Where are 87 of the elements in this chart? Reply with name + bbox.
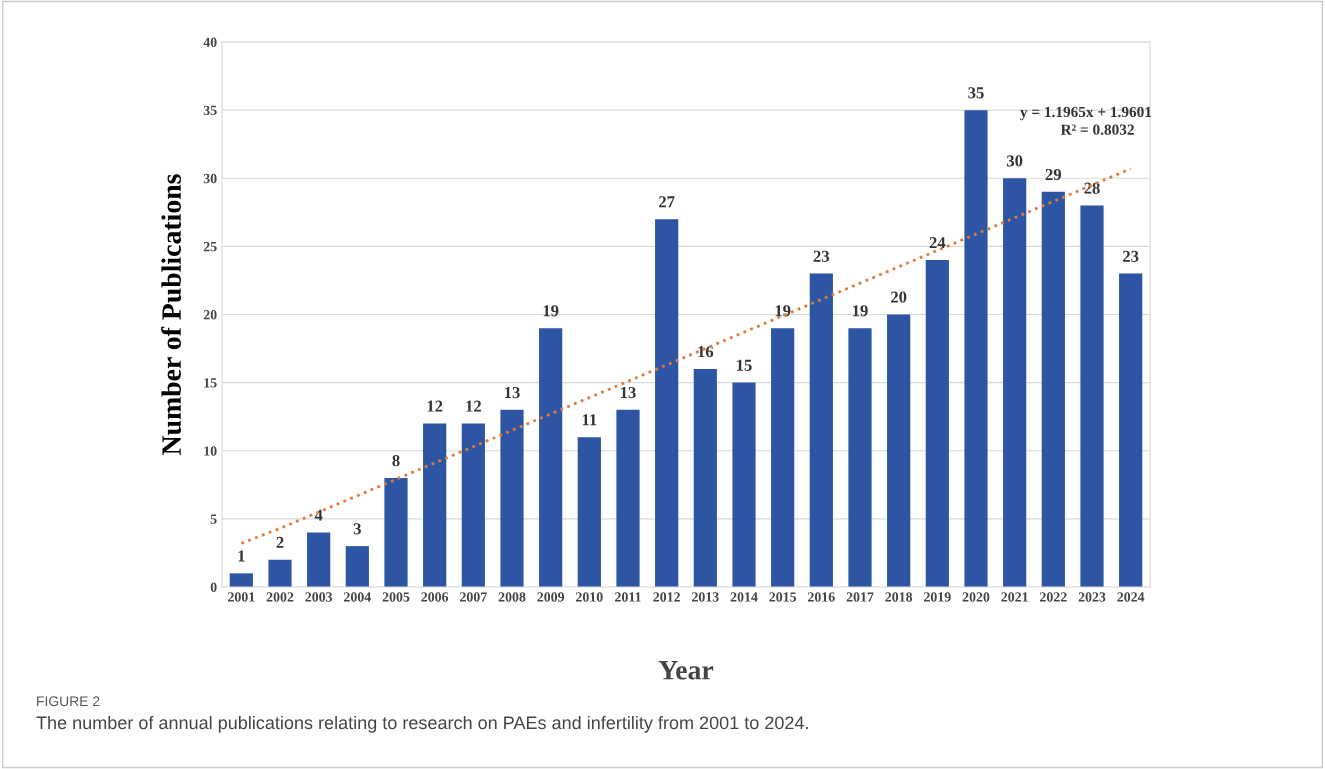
bar (229, 573, 253, 587)
data-label: 23 (813, 250, 830, 262)
x-tick-label: 2003 (305, 592, 333, 602)
y-tick-label: 35 (203, 105, 217, 116)
x-tick-label: 2009 (537, 592, 565, 602)
x-tick-label: 2014 (730, 592, 758, 602)
bar (771, 328, 795, 587)
bar (423, 423, 447, 587)
data-label: 29 (1045, 168, 1062, 181)
bar (539, 328, 563, 587)
x-tick-label: 2004 (344, 592, 371, 602)
bar (500, 409, 524, 587)
x-tick-label: 2016 (808, 592, 835, 602)
bar (1003, 178, 1027, 587)
bar (616, 409, 640, 587)
x-tick-label: 2020 (962, 592, 990, 602)
data-label: 15 (737, 359, 752, 371)
x-tick-label: 2011 (615, 592, 641, 602)
bar (384, 478, 408, 587)
bar (732, 382, 756, 587)
data-label: 12 (427, 400, 443, 412)
bar (268, 559, 292, 587)
annotation: y = 1.1965x + 1.9601 (1020, 106, 1152, 121)
y-tick-label: 20 (203, 310, 217, 320)
x-tick-label: 2023 (1078, 592, 1106, 602)
data-label: 8 (392, 455, 400, 467)
x-tick-label: 2008 (498, 592, 526, 602)
data-label: 30 (1006, 155, 1023, 167)
x-tick-label: 2022 (1040, 592, 1067, 602)
bar (307, 532, 331, 587)
bar (461, 423, 485, 587)
data-label: 13 (505, 386, 520, 399)
data-label: 4 (314, 509, 323, 521)
data-label: 1 (238, 550, 245, 562)
x-tick-label: 2019 (924, 592, 951, 602)
bar (925, 260, 949, 587)
y-tick-label: 25 (203, 242, 217, 252)
x-tick-label: 2012 (653, 592, 680, 602)
y-tick-label: 15 (204, 378, 217, 388)
data-label: 19 (853, 305, 868, 317)
text: The number of annual publications relating to research on PAEs and infertility from 2001 to 2024. (36, 715, 808, 733)
data-label: 3 (353, 523, 361, 535)
bar (1119, 273, 1143, 587)
data-label: 13 (621, 386, 636, 399)
x-tick-label: 2006 (421, 592, 449, 602)
data-label: 28 (1084, 182, 1100, 194)
x-tick-label: 2021 (1001, 592, 1028, 602)
y-tick-label: 10 (204, 446, 217, 456)
x-tick-label: 2013 (692, 592, 719, 602)
data-label: 11 (582, 414, 597, 426)
x-axis-title: Year (658, 661, 714, 680)
bar (1080, 205, 1104, 587)
annotation: R² = 0.8032 (1060, 124, 1134, 135)
x-tick-label: 2015 (769, 592, 797, 602)
data-label: 20 (891, 291, 907, 303)
y-tick-label: 30 (203, 173, 217, 184)
data-label: 24 (929, 237, 946, 249)
bar (577, 437, 601, 587)
data-label: 27 (659, 196, 675, 208)
y-tick-label: 40 (203, 37, 217, 47)
data-label: 2 (276, 536, 284, 548)
bar (964, 110, 988, 587)
x-tick-label: 2017 (846, 592, 874, 602)
x-tick-label: 2007 (460, 592, 487, 602)
data-label: 12 (466, 400, 481, 412)
data-label: 35 (968, 87, 984, 99)
data-label: 19 (775, 305, 791, 317)
x-tick-label: 2024 (1117, 592, 1145, 602)
data-label: 16 (698, 346, 714, 358)
x-tick-label: 2002 (266, 592, 294, 602)
x-tick-label: 2001 (228, 592, 255, 602)
x-tick-label: 2018 (885, 592, 913, 602)
bar (887, 314, 911, 587)
data-label: 23 (1123, 250, 1139, 262)
y-axis-title: Number of Publications (161, 174, 182, 455)
x-tick-label: 2010 (576, 592, 603, 602)
data-label: 19 (543, 305, 559, 317)
x-tick-label: 2005 (382, 592, 410, 602)
bar (848, 328, 872, 587)
bar (345, 546, 369, 587)
caption: FIGURE 2 (37, 696, 100, 707)
bar (1041, 191, 1065, 587)
bar (809, 273, 833, 587)
y-tick-label: 0 (210, 582, 217, 592)
bar (655, 219, 679, 587)
y-tick-label: 5 (210, 514, 217, 524)
bar (693, 369, 717, 587)
